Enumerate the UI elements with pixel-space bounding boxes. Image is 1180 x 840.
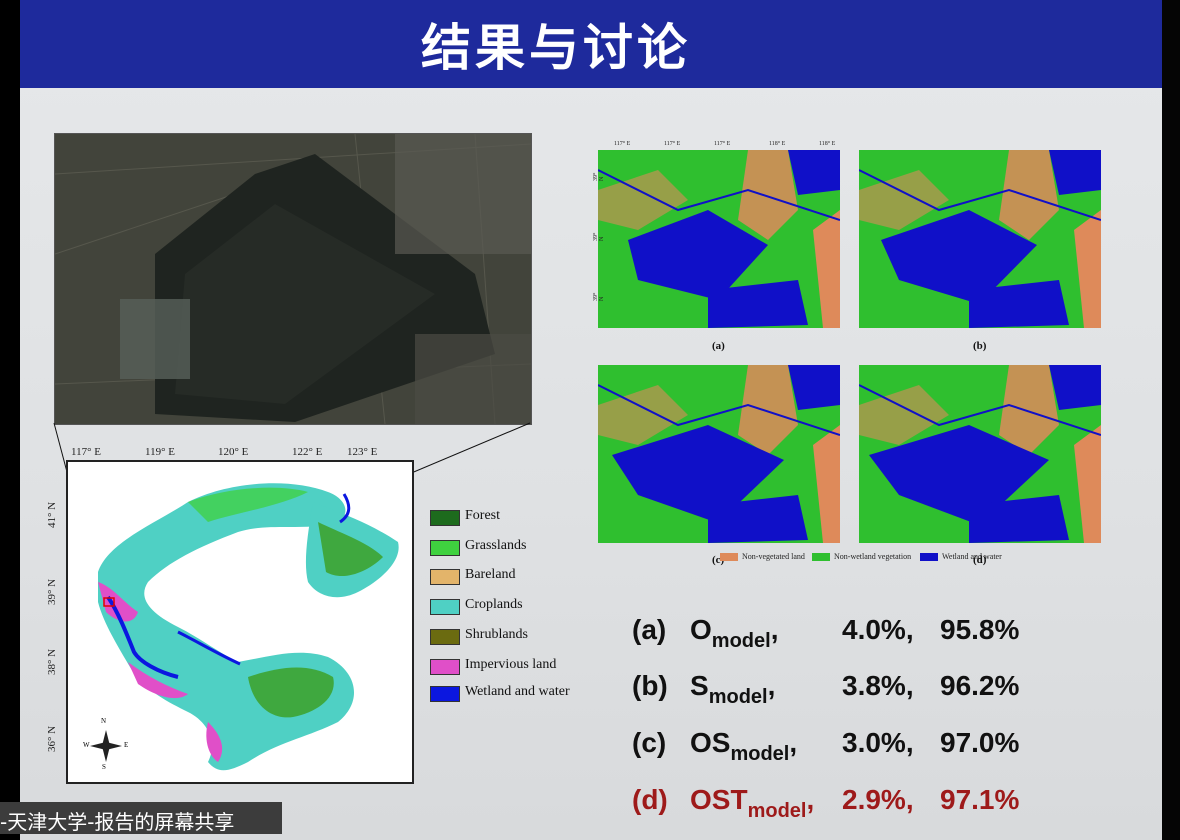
classification-panel-d — [859, 365, 1101, 543]
cls-label: Non-vegetated land — [742, 552, 805, 561]
tick-label: 117° E — [714, 141, 731, 147]
slide-title: 结果与讨论 — [421, 19, 691, 77]
cls-swatch — [920, 553, 938, 562]
tick-label: 117° E — [614, 141, 631, 147]
result-value-2: 97.1% — [940, 784, 1020, 815]
result-tag: (b) — [632, 670, 668, 701]
legend-label: Impervious land — [465, 657, 557, 672]
panel-map-d — [859, 365, 1101, 543]
window-edge — [1162, 0, 1180, 840]
result-tag: (c) — [632, 727, 667, 758]
legend-swatch — [430, 659, 460, 675]
panel-top-ticks: 117° E 117° E 117° E 118° E 118° E — [614, 141, 856, 150]
panel-letter-a: (a) — [712, 340, 725, 352]
legend-swatch — [430, 629, 460, 645]
tick-label: 39° N — [593, 292, 605, 301]
tick-label: 39° N — [593, 172, 605, 181]
lon-label: 117° E — [71, 446, 101, 458]
legend-label: Shrublands — [465, 627, 528, 642]
land-cover-map: N S E W — [66, 460, 414, 784]
lat-label: 38° N — [46, 648, 58, 675]
screen-share-label: -天津大学-报告的屏幕共享 — [0, 810, 235, 834]
screen-share-bar: -天津大学-报告的屏幕共享 — [0, 802, 282, 834]
compass-w-label: W — [83, 741, 90, 749]
lon-label: 123° E — [347, 446, 378, 458]
result-model: Omodel, — [690, 614, 779, 652]
panel-map-c — [598, 365, 840, 543]
classification-panel-b — [859, 150, 1101, 328]
result-value-2: 95.8% — [940, 614, 1020, 645]
result-value-2: 96.2% — [940, 670, 1020, 701]
lat-label: 41° N — [46, 501, 58, 528]
lon-label: 122° E — [292, 446, 323, 458]
legend-label: Croplands — [465, 597, 523, 612]
lat-label: 39° N — [46, 578, 58, 605]
panel-map-b — [859, 150, 1101, 328]
panel-map-a — [598, 150, 840, 328]
panel-letter-b: (b) — [973, 340, 987, 352]
satellite-image — [54, 133, 532, 425]
result-model: Smodel, — [690, 670, 776, 708]
cls-label: Wetland and water — [942, 552, 1002, 561]
legend-label: Wetland and water — [465, 684, 570, 699]
cls-swatch — [720, 553, 738, 562]
legend-label: Bareland — [465, 567, 516, 582]
panel-letter-d: (d) — [973, 554, 987, 566]
result-model: OSmodel, — [690, 727, 798, 765]
tick-label: 118° E — [769, 141, 786, 147]
cls-legend-item: Wetland and water — [920, 552, 1002, 562]
panel-side-ticks: 39° N 39° N 39° N — [593, 170, 605, 320]
compass-rose-icon — [90, 730, 122, 762]
title-bar: 结果与讨论 — [20, 0, 1162, 88]
compass-s-label: S — [102, 763, 106, 771]
tick-label: 39° N — [593, 232, 605, 241]
result-value-1: 3.8%, — [842, 670, 914, 701]
legend-label: Grasslands — [465, 538, 527, 553]
classification-panel-a — [598, 150, 840, 328]
compass-n-label: N — [101, 717, 107, 725]
classification-panel-c — [598, 365, 840, 543]
result-model: OSTmodel, — [690, 784, 815, 822]
lon-label: 120° E — [218, 446, 249, 458]
result-value-1: 3.0%, — [842, 727, 914, 758]
tick-label: 117° E — [664, 141, 681, 147]
compass-e-label: E — [124, 741, 129, 749]
legend-swatch — [430, 686, 460, 702]
result-value-1: 4.0%, — [842, 614, 914, 645]
cls-legend-item: Non-vegetated land — [720, 552, 805, 562]
presentation-slide: 结果与讨论 117° E 119° E 120° E 122° E 1 — [20, 0, 1162, 840]
legend-swatch — [430, 540, 460, 556]
result-tag: (a) — [632, 614, 667, 645]
cls-legend-item: Non-wetland vegetation — [812, 552, 912, 562]
result-tag: (d) — [632, 784, 668, 815]
legend-label: Forest — [465, 508, 500, 523]
lon-label: 119° E — [145, 446, 175, 458]
legend-swatch — [430, 599, 460, 615]
result-value-2: 97.0% — [940, 727, 1020, 758]
lat-label: 36° N — [46, 725, 58, 752]
cls-label: Non-wetland vegetation — [834, 552, 912, 561]
cls-swatch — [812, 553, 830, 562]
tick-label: 118° E — [819, 141, 836, 147]
legend-swatch — [430, 569, 460, 585]
result-value-1: 2.9%, — [842, 784, 914, 815]
legend-swatch — [430, 510, 460, 526]
